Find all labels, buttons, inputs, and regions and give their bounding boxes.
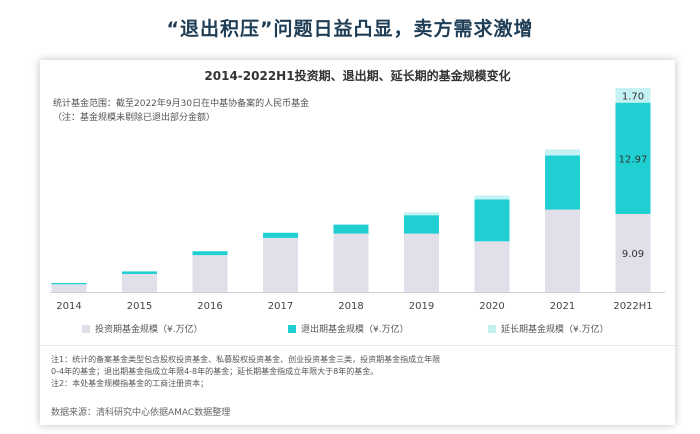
scope-note-remark: （注：基金规模未剔除已退出部分金额） bbox=[53, 113, 216, 123]
x-tick-label: 2014 bbox=[56, 301, 81, 312]
legend-swatch-investment bbox=[82, 324, 90, 333]
bar-2022H1-series-2 bbox=[615, 88, 651, 103]
footnote-1-continued: 0-4年的基金；退出期基金指成立年限4-8年的基金；延长期基金指成立年限大于8年… bbox=[51, 367, 379, 376]
legend-label-extension: 延长期基金规模（¥.万亿） bbox=[501, 325, 609, 335]
data-source: 数据来源：清科研究中心依据AMAC数据整理 bbox=[51, 408, 231, 418]
x-tick-label: 2015 bbox=[127, 301, 152, 312]
bar-2017-series-0 bbox=[263, 237, 298, 292]
data-label: 1.70 bbox=[622, 91, 644, 102]
bar-2018-series-0 bbox=[333, 233, 369, 292]
legend-label-exit: 退出期基金规模（¥.万亿） bbox=[301, 325, 409, 335]
bar-2018-series-1 bbox=[333, 224, 369, 234]
bar-2019-series-2 bbox=[404, 212, 439, 216]
x-tick-label: 2021 bbox=[550, 301, 575, 312]
bar-2021-series-2 bbox=[545, 149, 580, 156]
data-label: 12.97 bbox=[619, 154, 648, 165]
x-tick-label: 2016 bbox=[197, 301, 222, 312]
footnote-1: 注1：统计的备案基金类型包含股权投资基金、私募股权投资基金、创业投资基金三类，投… bbox=[51, 355, 441, 364]
page-headline: “退出积压”问题日益凸显，卖方需求激增 bbox=[166, 18, 534, 40]
x-tick-label: 2017 bbox=[268, 301, 293, 312]
notes-divider bbox=[40, 345, 675, 346]
scope-note: 统计基金范围：截至2022年9月30日在中基协备案的人民币基金 bbox=[53, 99, 310, 109]
stacked-bar-chart: 2014 2015 2016 2017 2018 2019 2020 2021 2022H1 9.… bbox=[50, 88, 665, 312]
bar-2016-series-0 bbox=[192, 255, 228, 292]
bar-2019-series-1 bbox=[404, 215, 439, 234]
bar-2022H1-series-0 bbox=[615, 213, 651, 292]
chart-title: 2014-2022H1投资期、退出期、延长期的基金规模变化 bbox=[204, 69, 511, 83]
legend-swatch-exit bbox=[288, 324, 296, 333]
x-tick-label: 2018 bbox=[338, 301, 363, 312]
bar-2015-series-1 bbox=[122, 271, 157, 274]
bar-2021-series-1 bbox=[545, 155, 580, 210]
bar-2020-series-2 bbox=[474, 195, 510, 200]
x-tick-label: 2020 bbox=[479, 301, 504, 312]
legend-label-investment: 投资期基金规模（¥.万亿） bbox=[95, 325, 203, 335]
legend-item-extension: 延长期基金规模（¥.万亿） bbox=[488, 322, 609, 335]
legend-item-exit: 退出期基金规模（¥.万亿） bbox=[288, 322, 409, 335]
x-tick-label: 2019 bbox=[409, 301, 434, 312]
footnote-2: 注2：本处基金规模指基金的工商注册资本； bbox=[51, 379, 209, 388]
bar-2017-series-1 bbox=[263, 232, 298, 238]
bar-2014-series-0 bbox=[51, 284, 87, 292]
legend-swatch-extension bbox=[488, 324, 496, 333]
bar-2016-series-1 bbox=[192, 251, 228, 256]
bar-2019-series-0 bbox=[404, 233, 439, 292]
data-label: 9.09 bbox=[622, 249, 644, 260]
legend-item-investment: 投资期基金规模（¥.万亿） bbox=[82, 322, 203, 335]
chart-panel: 2014-2022H1投资期、退出期、延长期的基金规模变化 统计基金范围：截至2… bbox=[40, 60, 675, 425]
bar-2022H1-series-1 bbox=[615, 102, 651, 214]
bar-2020-series-0 bbox=[474, 241, 510, 292]
bar-2015-series-0 bbox=[122, 273, 157, 292]
bar-2021-series-0 bbox=[545, 209, 580, 292]
x-tick-label: 2022H1 bbox=[613, 301, 652, 312]
bar-2014-series-1 bbox=[51, 282, 87, 285]
bar-2020-series-1 bbox=[474, 199, 510, 242]
